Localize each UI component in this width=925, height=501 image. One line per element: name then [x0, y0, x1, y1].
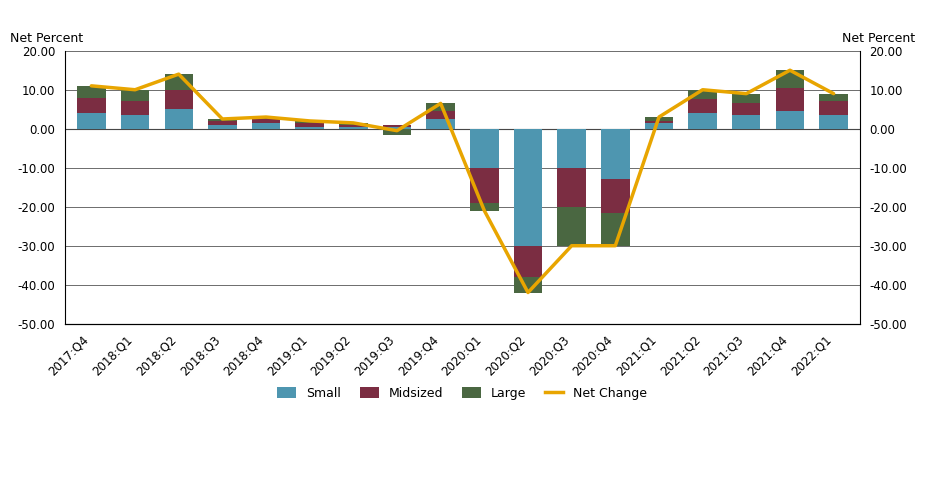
Bar [776, 111, 804, 129]
Bar [732, 103, 760, 115]
Bar [208, 125, 237, 129]
Bar [121, 90, 149, 101]
Bar [688, 90, 717, 100]
Text: Net Percent: Net Percent [9, 32, 82, 45]
Net Change [261, 114, 272, 120]
Bar [732, 94, 760, 103]
Bar [383, 125, 412, 127]
Net Change [216, 116, 228, 122]
Bar [732, 115, 760, 129]
Net Change [435, 100, 446, 106]
Bar [295, 127, 324, 129]
Bar [820, 115, 848, 129]
Bar [558, 207, 586, 245]
Bar [165, 74, 193, 90]
Line: Net Change: Net Change [92, 70, 833, 293]
Bar [77, 98, 105, 113]
Bar [77, 113, 105, 129]
Bar [383, 127, 412, 129]
Net Change [741, 91, 752, 97]
Bar [558, 129, 586, 168]
Bar [470, 168, 499, 203]
Net Change [610, 242, 621, 248]
Bar [601, 129, 630, 179]
Bar [820, 101, 848, 115]
Bar [165, 109, 193, 129]
Net Change [697, 87, 709, 93]
Bar [558, 168, 586, 207]
Bar [383, 129, 412, 135]
Bar [165, 90, 193, 109]
Net Change [479, 207, 490, 213]
Bar [121, 115, 149, 129]
Bar [688, 100, 717, 113]
Net Change [348, 120, 359, 126]
Bar [252, 117, 280, 119]
Bar [645, 121, 673, 123]
Bar [252, 119, 280, 123]
Bar [513, 277, 542, 293]
Bar [776, 88, 804, 111]
Bar [295, 123, 324, 127]
Net Change [828, 91, 839, 97]
Bar [470, 203, 499, 210]
Bar [426, 119, 455, 129]
Bar [601, 179, 630, 212]
Bar [121, 101, 149, 115]
Bar [513, 245, 542, 277]
Bar [208, 119, 237, 121]
Bar [208, 121, 237, 125]
Bar [776, 70, 804, 88]
Net Change [86, 83, 97, 89]
Bar [339, 125, 367, 127]
Bar [688, 113, 717, 129]
Net Change [304, 118, 315, 124]
Bar [339, 123, 367, 125]
Net Change [130, 87, 141, 93]
Bar [252, 123, 280, 129]
Bar [513, 129, 542, 245]
Text: Net Percent: Net Percent [843, 32, 916, 45]
Bar [645, 117, 673, 121]
Bar [339, 127, 367, 129]
Bar [426, 111, 455, 119]
Bar [426, 103, 455, 111]
Net Change [784, 67, 796, 73]
Bar [295, 121, 324, 123]
Bar [77, 86, 105, 98]
Legend: Small, Midsized, Large, Net Change: Small, Midsized, Large, Net Change [273, 382, 652, 405]
Bar [601, 212, 630, 245]
Net Change [391, 128, 402, 134]
Bar [820, 94, 848, 101]
Bar [645, 123, 673, 129]
Net Change [566, 242, 577, 248]
Bar [470, 129, 499, 168]
Net Change [653, 114, 664, 120]
Net Change [173, 71, 184, 77]
Net Change [523, 290, 534, 296]
